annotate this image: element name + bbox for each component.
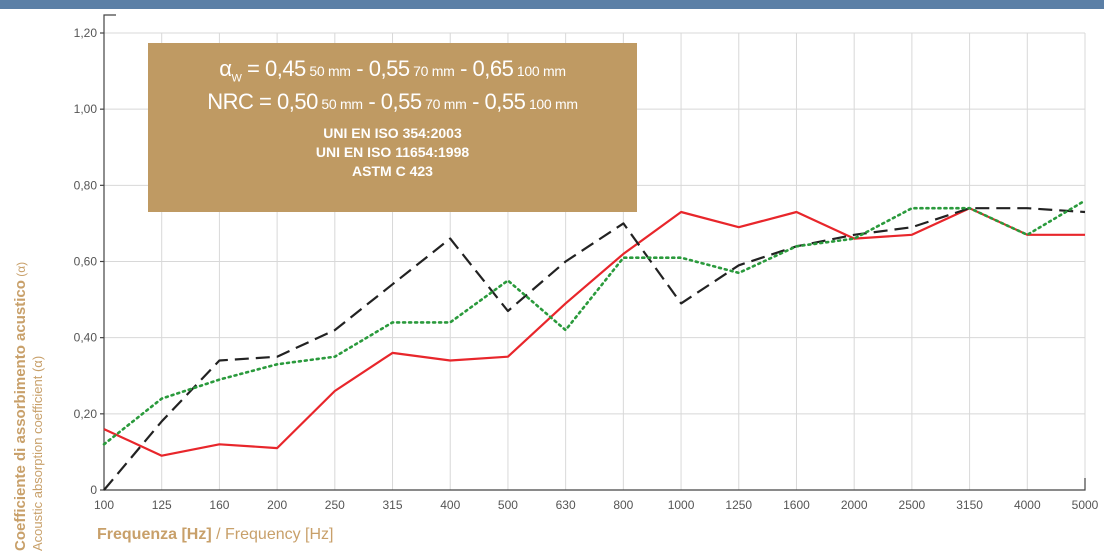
y-tick-label: 0,60 [74,255,98,269]
x-tick-label: 400 [440,498,460,512]
alpha-unit-3: 100 mm [513,63,566,79]
x-axis-label-english: Frequency [Hz] [225,526,334,543]
series-lines [102,199,1087,491]
x-tick-label: 4000 [1014,498,1041,512]
standard-iso-11654: UNI EN ISO 11654:1998 [315,144,470,161]
y-tick-label: 0,40 [74,331,98,345]
x-tick-label: 160 [209,498,229,512]
x-tick-label: 5000 [1072,498,1099,512]
series-line-2 [103,207,1086,491]
rating-box: αW = 0,45 50 mm - 0,55 70 mm - 0,65 100 … [148,43,637,212]
nrc-line: NRC = 0,50 50 mm - 0,55 70 mm - 0,55 100… [148,90,637,116]
y-tick-label: 0,20 [74,407,98,421]
y-tick-label: 1,00 [74,102,98,116]
nrc-value-1: NRC = 0,50 [207,89,318,115]
y-axis-label-english: Acoustic absorption coefficient (α) [30,355,45,551]
tick-labels: 100 125 160 200 250 315 400 500 630 800 1000 1250 16… [74,26,1099,512]
x-tick-label: 1000 [668,498,695,512]
series-line-3 [102,199,1087,446]
y-axis-label-symbol: (α) [14,261,28,281]
x-tick-label: 2500 [899,498,926,512]
nrc-value-2: - 0,55 [362,89,422,115]
standard-iso-354: UNI EN ISO 354:2003 [323,125,462,142]
nrc-unit-3: 100 mm [525,96,578,113]
alpha-subscript: W [231,72,242,85]
y-tick-label: 0,80 [74,178,98,192]
x-tick-label: 1600 [783,498,810,512]
y-tick-label: 1,20 [74,26,98,40]
x-tick-label: 2000 [841,498,868,512]
alpha-symbol: α [219,56,232,81]
alpha-value-3: - 0,65 [454,56,514,81]
x-tick-label: 200 [267,498,287,512]
x-tick-label: 630 [556,498,576,512]
x-tick-label: 315 [383,498,403,512]
x-axis-label-separator: / [211,526,226,543]
alpha-w-line: αW = 0,45 50 mm - 0,55 70 mm - 0,65 100 … [148,57,637,90]
nrc-unit-2: 70 mm [421,96,467,113]
x-tick-label: 3150 [956,498,983,512]
y-axis-label-italian: Coefficiente di assorbimento acustico (α… [12,191,30,551]
y-axis-label: Coefficiente di assorbimento acustico (α… [12,191,45,551]
alpha-value-1: = 0,45 [241,56,306,81]
y-tick-label: 0 [90,483,97,497]
standard-astm-c423: ASTM C 423 [352,163,433,180]
alpha-value-2: - 0,55 [350,56,410,81]
x-tick-label: 800 [613,498,633,512]
x-axis-label-italian: Frequenza [Hz] [97,526,212,543]
top-banner [0,0,1104,9]
x-tick-label: 125 [152,498,172,512]
x-tick-label: 100 [94,498,114,512]
x-tick-label: 500 [498,498,518,512]
series-line-1 [103,207,1085,457]
x-tick-label: 250 [325,498,345,512]
nrc-unit-1: 50 mm [317,96,363,113]
x-tick-label: 1250 [725,498,752,512]
alpha-unit-2: 70 mm [409,63,455,79]
y-axis-label-italian-text: Coefficiente di assorbimento acustico [12,280,29,551]
alpha-unit-1: 50 mm [305,63,351,79]
x-axis-label: Frequenza [Hz] / Frequency [Hz] [97,526,334,544]
nrc-value-3: - 0,55 [466,89,526,115]
